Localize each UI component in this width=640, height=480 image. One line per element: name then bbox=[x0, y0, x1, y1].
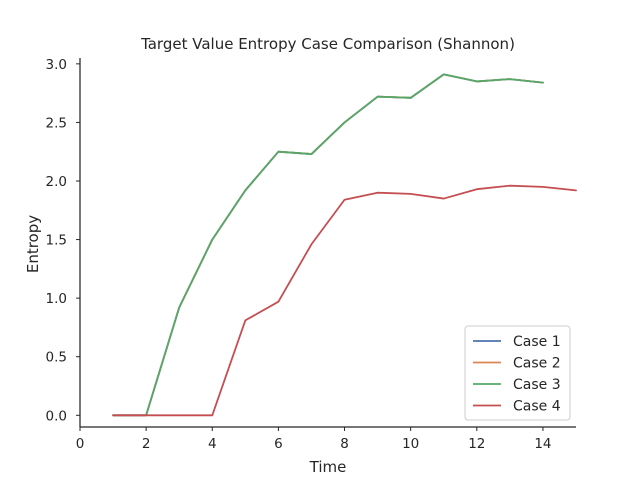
x-tick-label: 12 bbox=[468, 436, 485, 452]
x-tick-label: 14 bbox=[534, 436, 551, 452]
plot-area: 0 2 4 6 8 10 12 14 0.0 0.5 1.0 1.5 2.0 2.5 3.0 bbox=[46, 57, 577, 452]
x-tick-label: 6 bbox=[274, 436, 283, 452]
y-axis-label: Entropy bbox=[24, 215, 42, 273]
y-tick-label: 2.0 bbox=[46, 174, 67, 190]
x-tick-label: 4 bbox=[208, 436, 217, 452]
x-tick-label: 2 bbox=[142, 436, 151, 452]
series-line-case-4 bbox=[112, 184, 577, 417]
y-tick-label: 2.5 bbox=[46, 115, 67, 131]
x-axis-label: Time bbox=[309, 458, 347, 476]
legend-label: Case 4 bbox=[513, 399, 561, 415]
legend-label: Case 3 bbox=[513, 377, 561, 393]
chart-title: Target Value Entropy Case Comparison (Sh… bbox=[140, 35, 515, 53]
x-tick-label: 0 bbox=[76, 436, 85, 452]
y-tick-label: 0.5 bbox=[46, 350, 67, 366]
y-tick-label: 1.5 bbox=[46, 233, 67, 249]
y-tick-label: 0.0 bbox=[46, 408, 67, 424]
legend-label: Case 1 bbox=[513, 334, 561, 350]
x-tick-label: 8 bbox=[340, 436, 349, 452]
legend-label: Case 2 bbox=[513, 356, 561, 372]
legend-box bbox=[464, 325, 571, 421]
y-tick-label: 1.0 bbox=[46, 291, 67, 307]
x-tick-label: 10 bbox=[402, 436, 419, 452]
series-line-case-3 bbox=[112, 73, 544, 417]
y-tick-label: 3.0 bbox=[46, 57, 67, 73]
legend: Case 1 Case 2 Case 3 Case 4 bbox=[464, 325, 571, 421]
